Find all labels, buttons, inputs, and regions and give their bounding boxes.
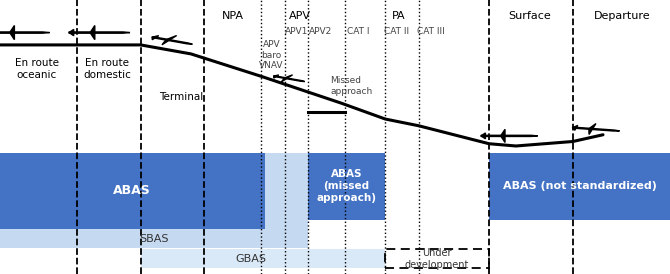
Polygon shape: [572, 127, 620, 131]
Polygon shape: [162, 36, 177, 45]
Text: CAT I: CAT I: [347, 27, 370, 36]
Polygon shape: [69, 32, 130, 33]
Text: APV
baro
VNAV: APV baro VNAV: [259, 41, 283, 70]
Polygon shape: [152, 36, 159, 40]
Text: APV: APV: [289, 11, 311, 21]
Bar: [489, 153, 670, 220]
Text: Departure: Departure: [594, 11, 650, 21]
Polygon shape: [151, 37, 192, 44]
Text: GBAS: GBAS: [236, 254, 267, 264]
Text: ABAS: ABAS: [113, 184, 151, 197]
Text: Under
development: Under development: [405, 248, 469, 270]
Text: ABAS
(missed
approach): ABAS (missed approach): [316, 169, 377, 203]
Text: NPA: NPA: [222, 11, 243, 21]
Text: CAT II: CAT II: [384, 27, 409, 36]
Polygon shape: [274, 75, 279, 78]
Bar: [0, 153, 265, 229]
Text: CAT III: CAT III: [417, 27, 445, 36]
Polygon shape: [500, 129, 505, 142]
Polygon shape: [0, 32, 50, 33]
Text: Missed
approach: Missed approach: [330, 76, 373, 96]
Polygon shape: [281, 75, 293, 82]
Polygon shape: [481, 135, 537, 136]
Text: PA: PA: [392, 11, 405, 21]
Polygon shape: [9, 25, 15, 40]
Text: Terminal: Terminal: [159, 92, 203, 102]
Text: APV2: APV2: [309, 27, 332, 36]
Text: Surface: Surface: [508, 11, 551, 21]
Polygon shape: [589, 124, 596, 135]
Bar: [141, 249, 385, 269]
Text: APV1: APV1: [285, 27, 308, 36]
Text: En route
domestic: En route domestic: [83, 58, 131, 80]
Text: En route
oceanic: En route oceanic: [15, 58, 59, 80]
Polygon shape: [69, 29, 74, 36]
Bar: [308, 153, 385, 220]
Polygon shape: [573, 125, 578, 130]
Polygon shape: [90, 25, 95, 40]
Polygon shape: [273, 76, 305, 82]
Polygon shape: [481, 133, 485, 139]
Text: SBAS: SBAS: [139, 233, 169, 244]
Bar: [385, 249, 489, 269]
Text: ABAS (not standardized): ABAS (not standardized): [502, 181, 657, 192]
Bar: [0, 153, 308, 248]
